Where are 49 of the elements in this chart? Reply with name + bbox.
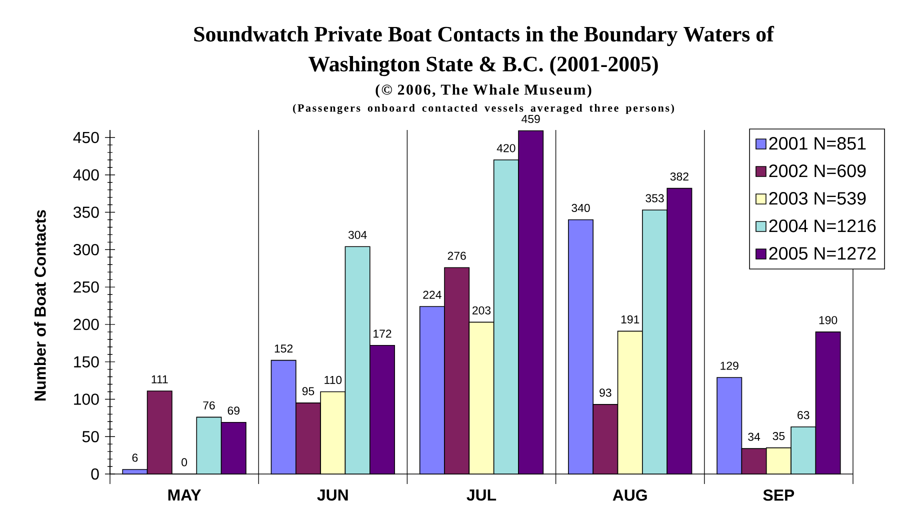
data-label: 382 — [670, 172, 688, 181]
text: (Passengers onboard contacted vessels averaged three persons) — [293, 104, 674, 114]
y-axis-title: Number of Boat Contacts — [34, 210, 46, 401]
data-label: 353 — [646, 194, 664, 202]
data-label: 203 — [472, 306, 491, 314]
y-tick-label: 50 — [82, 430, 99, 442]
y-tick-label: 100 — [74, 394, 99, 405]
data-label: 224 — [423, 290, 442, 299]
y-tick-label: 150 — [74, 356, 99, 368]
x-tick-label: JUL — [466, 490, 496, 501]
y-tick-label: 350 — [73, 206, 99, 218]
data-label: 111 — [152, 375, 168, 384]
y-tick-label: 200 — [74, 318, 99, 330]
data-label: 129 — [720, 362, 738, 370]
data-label: 63 — [798, 411, 810, 420]
y-tick-label: 250 — [74, 281, 99, 293]
legend-label: 2005 N=1272 — [769, 247, 876, 260]
data-label: 459 — [522, 114, 540, 124]
x-tick-label: AUG — [612, 490, 647, 501]
data-label: 0 — [182, 458, 188, 466]
data-label: 34 — [748, 432, 760, 441]
data-label: 190 — [819, 316, 838, 324]
x-tick-label: JUN — [317, 490, 348, 501]
data-label: 110 — [324, 376, 342, 384]
chart-subtitle: (© 2006, The Whale Museum) — [376, 84, 592, 98]
y-tick-label: 450 — [73, 132, 99, 144]
legend-label: 2004 N=1216 — [769, 220, 876, 232]
data-label: 304 — [348, 230, 367, 239]
y-tick-label: 400 — [73, 169, 99, 181]
data-label: 340 — [572, 204, 590, 212]
data-label: 69 — [228, 406, 240, 415]
data-label: 191 — [621, 315, 640, 324]
data-label: 95 — [302, 387, 314, 396]
data-label: 76 — [203, 401, 215, 410]
data-label: 172 — [374, 330, 392, 338]
x-tick-label: SEP — [763, 490, 794, 501]
chart-title: Soundwatch Private Boat Contacts in the Boundary Waters of Washington State & B.C. (2001-2005) — [194, 26, 774, 76]
legend-label: 2001 N=851 — [769, 137, 866, 150]
legend-label: 2003 N=539 — [769, 192, 866, 205]
y-tick-label: 0 — [91, 468, 99, 480]
y-tick-label: 300 — [73, 244, 99, 256]
data-label: 420 — [496, 144, 516, 152]
legend-label: 2002 N=609 — [769, 164, 866, 178]
data-label: 93 — [600, 388, 612, 397]
data-label: 35 — [772, 432, 785, 440]
data-label: 276 — [448, 252, 466, 260]
data-label: 152 — [274, 344, 293, 353]
data-label: 6 — [132, 454, 138, 462]
x-tick-label: MAY — [168, 490, 202, 500]
